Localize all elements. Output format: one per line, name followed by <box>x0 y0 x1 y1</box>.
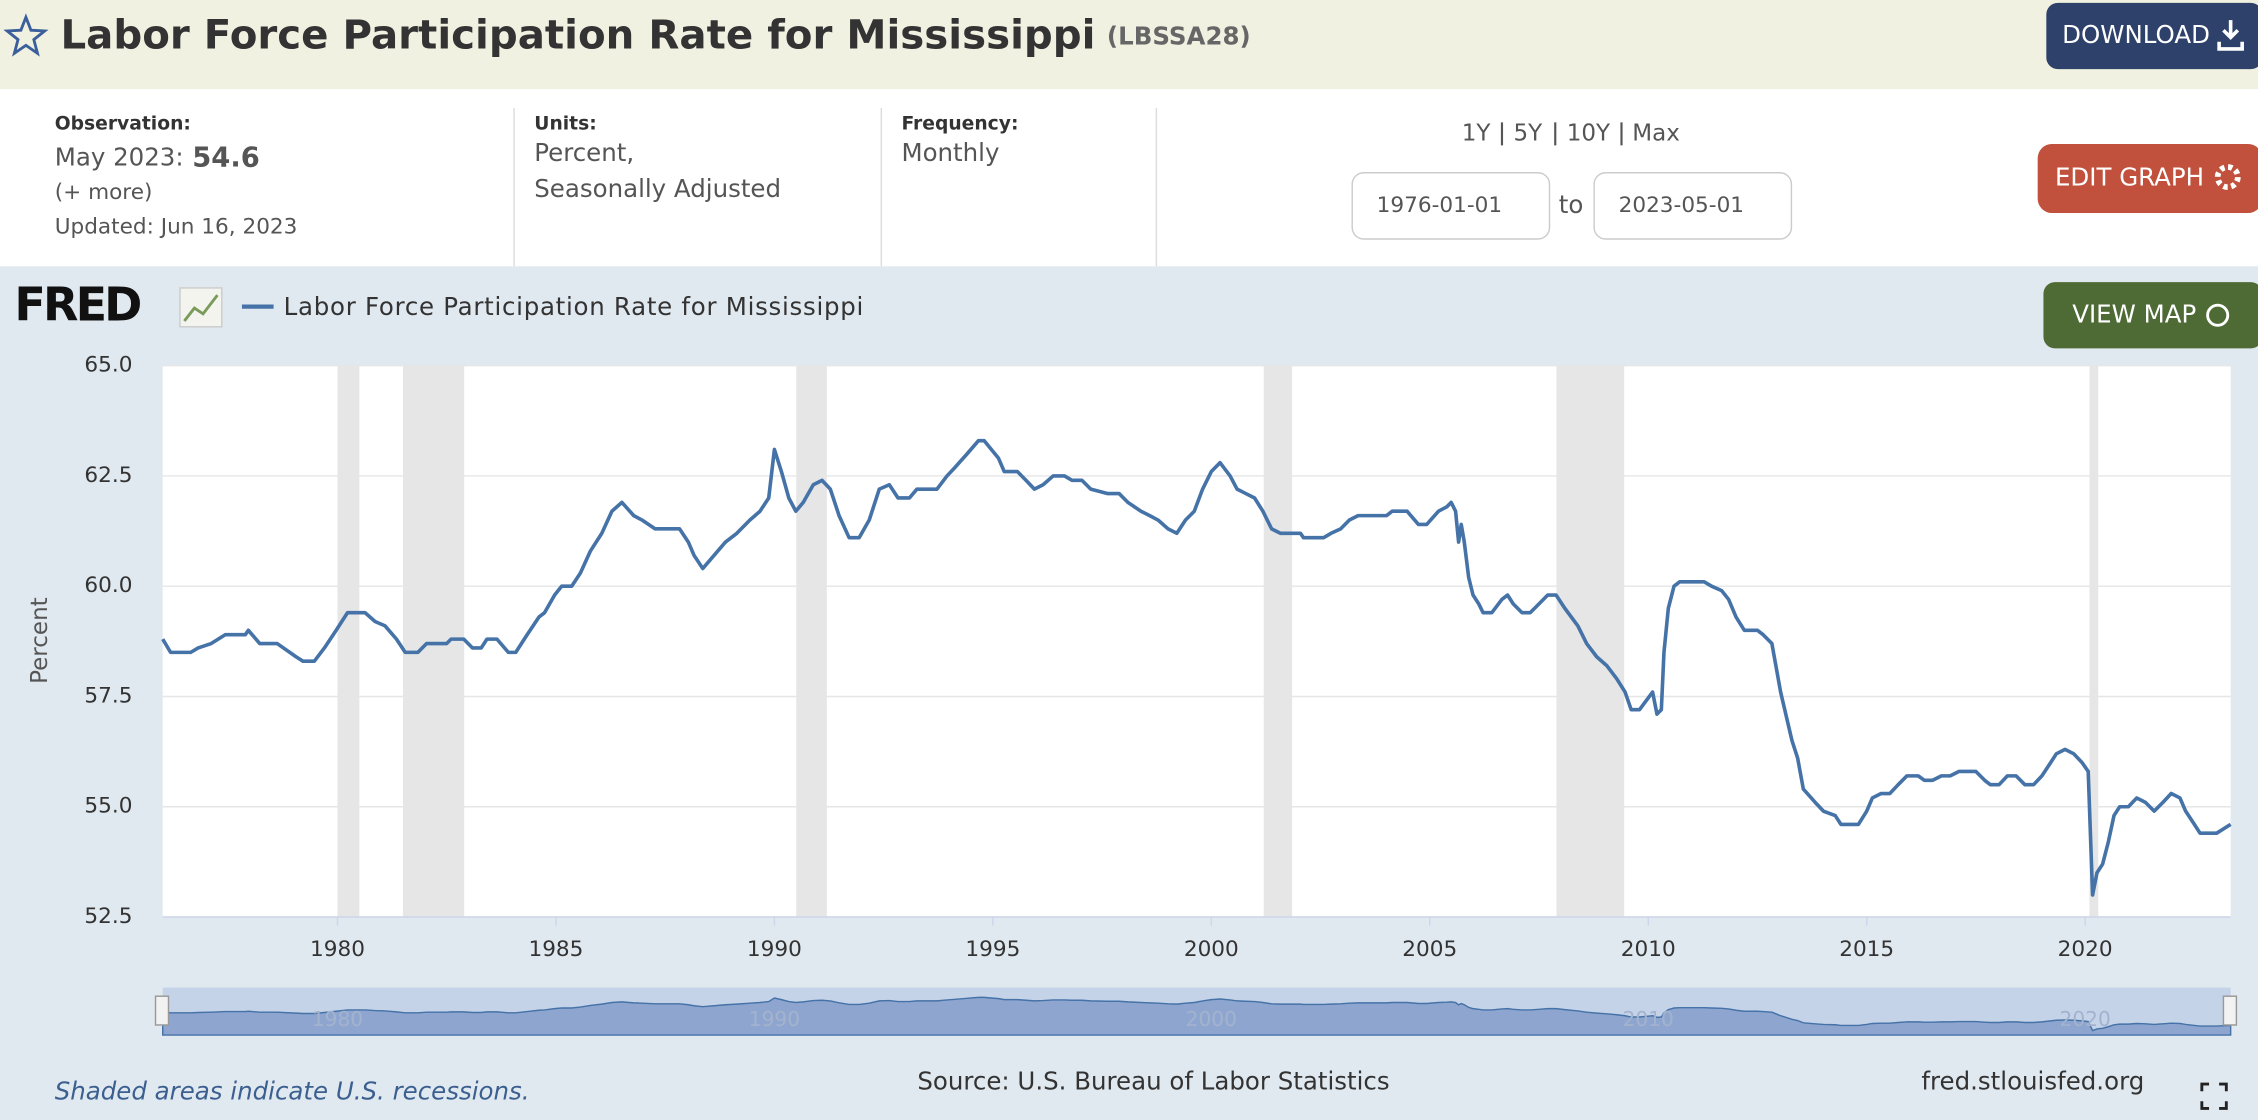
y-axis-label: Percent <box>27 597 53 684</box>
plot-area <box>162 365 2231 918</box>
to-label: to <box>1559 190 1584 219</box>
frequency: Monthly <box>901 138 999 167</box>
range-button[interactable]: Max <box>1632 120 1680 146</box>
y-tick-label: 60.0 <box>84 573 132 598</box>
recession-note: Shaded areas indicate U.S. recessions. <box>55 1077 530 1106</box>
navigator-tick-label: 2000 <box>1186 1007 1237 1031</box>
x-tick-label: 2005 <box>1402 937 1457 962</box>
site[interactable]: fred.stlouisfed.org <box>1921 1067 2144 1096</box>
range-button[interactable]: 10Y <box>1567 120 1611 146</box>
x-tick-label: 1980 <box>310 937 365 962</box>
x-tick-label: 2010 <box>1621 937 1676 962</box>
recession-band <box>1556 365 1625 918</box>
frequency-label: Frequency: <box>901 113 1018 134</box>
fred-logo[interactable]: FRED <box>14 278 143 332</box>
navigator-tick-label: 2010 <box>1623 1007 1674 1031</box>
navigator-handle[interactable] <box>154 995 170 1026</box>
range-button[interactable]: 5Y <box>1514 120 1544 146</box>
y-tick-label: 55.0 <box>84 794 132 819</box>
fullscreen-icon[interactable] <box>2200 1082 2228 1110</box>
recession-band <box>337 365 360 918</box>
end-date-input[interactable] <box>1593 172 1793 240</box>
observation-value: 54.6 <box>192 142 259 173</box>
download-button[interactable] <box>2046 2 2258 70</box>
series-id: (LBSSA28) <box>1107 21 1251 50</box>
navigator-handle[interactable] <box>2222 995 2238 1026</box>
recession-band <box>1263 365 1293 918</box>
recessions <box>337 365 2099 918</box>
observation: May 2023: 54.6 <box>55 142 260 173</box>
legend-label: Labor Force Participation Rate for Missi… <box>284 292 864 321</box>
end-date: 2023-05-01 <box>1619 193 1744 218</box>
logo-icon-line <box>183 294 219 322</box>
y-tick-label: 52.5 <box>84 904 132 929</box>
observation-date: May 2023: <box>55 142 184 171</box>
globe-icon <box>2206 303 2230 327</box>
x-tick-label: 2000 <box>1184 937 1239 962</box>
recession-band <box>403 365 465 918</box>
y-tick-label: 57.5 <box>84 683 132 708</box>
info-panel <box>0 89 2258 267</box>
units-label: Units: <box>534 113 596 134</box>
navigator-area <box>162 996 2232 1036</box>
navigator[interactable]: 1980 1990 2000 2010 2020 <box>162 987 2232 1036</box>
edit-graph-label: EDIT GRAPH <box>2055 163 2204 192</box>
title: Labor Force Participation Rate for Missi… <box>60 11 1250 58</box>
navigator-tick-label: 1980 <box>312 1007 363 1031</box>
updated: Updated: Jun 16, 2023 <box>55 214 298 239</box>
source: Source: U.S. Bureau of Labor Statistics <box>917 1067 1389 1096</box>
star-icon[interactable] <box>3 13 49 57</box>
range-button[interactable]: 1Y <box>1462 120 1492 146</box>
view-map-label: VIEW MAP <box>2072 299 2196 328</box>
header-bar <box>0 0 2258 90</box>
start-date-input[interactable] <box>1351 172 1551 240</box>
observation-label: Observation: <box>55 113 191 134</box>
recession-band <box>796 365 827 918</box>
start-date: 1976-01-01 <box>1377 193 1502 218</box>
download-icon <box>2217 20 2244 51</box>
units: Seasonally Adjusted <box>534 174 781 203</box>
recession-band <box>2089 365 2099 918</box>
y-tick-label: 62.5 <box>84 463 132 488</box>
y-tick-label: 65.0 <box>84 353 132 378</box>
view-map-button[interactable] <box>2043 282 2258 349</box>
logo-icon <box>179 287 223 328</box>
series-line <box>161 438 2232 897</box>
title-text: Labor Force Participation Rate for Missi… <box>60 11 1095 58</box>
x-tick-label: 1995 <box>965 937 1020 962</box>
download-label: DOWNLOAD <box>2062 20 2210 49</box>
x-tick-label: 2015 <box>1839 937 1894 962</box>
navigator-tick-label: 1990 <box>749 1007 800 1031</box>
x-tick-label: 1990 <box>747 937 802 962</box>
edit-graph-button[interactable] <box>2037 143 2258 214</box>
units: Percent, <box>534 138 634 167</box>
navigator-tick-label: 2020 <box>2060 1007 2111 1031</box>
gear-icon <box>2214 164 2241 191</box>
x-tick-label: 1985 <box>528 937 583 962</box>
x-tick-label: 2020 <box>2058 937 2113 962</box>
more-link[interactable]: (+ more) <box>55 180 153 205</box>
